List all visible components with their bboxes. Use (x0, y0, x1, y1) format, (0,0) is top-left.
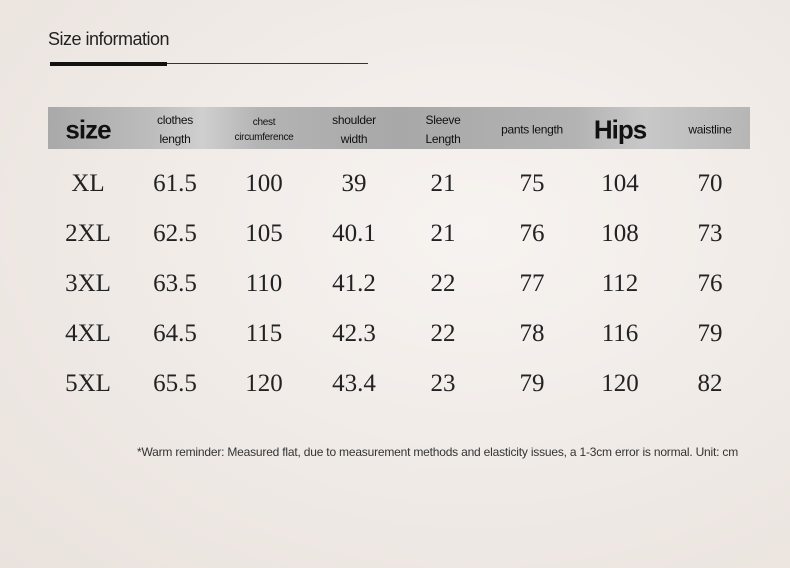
cell: 78 (519, 320, 545, 347)
cell: 112 (601, 270, 639, 297)
cell: 77 (519, 270, 545, 297)
cell: 120 (245, 370, 283, 397)
title: Size information (48, 29, 170, 49)
cell: 76 (697, 270, 723, 297)
header-cell: shoulder width (332, 113, 376, 146)
title-underline (167, 63, 368, 64)
cell: XL (71, 170, 105, 197)
cell: 65.5 (153, 370, 197, 397)
cell: 70 (697, 170, 723, 197)
cell: 3XL (65, 270, 111, 297)
header-cell: pants length (501, 122, 563, 137)
cell: 105 (245, 220, 283, 247)
cell: 79 (519, 370, 545, 397)
cell: 42.3 (332, 320, 376, 347)
cell: 104 (601, 170, 639, 197)
title-underline (50, 62, 167, 66)
cell: 76 (519, 220, 545, 247)
cell: 116 (601, 320, 639, 347)
cell: 21 (430, 170, 456, 197)
cell: 115 (245, 320, 283, 347)
cell: 108 (601, 220, 639, 247)
cell: 73 (697, 220, 723, 247)
cell: 5XL (65, 370, 111, 397)
cell: 23 (430, 370, 456, 397)
header-band (48, 107, 750, 149)
header-cell: Hips (593, 114, 647, 145)
cell: 62.5 (153, 220, 197, 247)
header-cell: chest circumference (234, 117, 294, 143)
cell: 4XL (65, 320, 111, 347)
cell: 39 (341, 170, 367, 197)
cell: 110 (245, 270, 283, 297)
cell: 79 (697, 320, 723, 347)
cell: 43.4 (332, 370, 376, 397)
cell: 21 (430, 220, 456, 247)
cell: 100 (245, 170, 283, 197)
cell: 75 (519, 170, 545, 197)
cell: 22 (430, 320, 456, 347)
cell: 64.5 (153, 320, 197, 347)
cell: 120 (601, 370, 639, 397)
header-cell: waistline (688, 122, 732, 137)
note: *Warm reminder: Measured flat, due to me… (137, 445, 738, 459)
cell: 41.2 (332, 270, 376, 297)
header-cell: size (65, 114, 111, 145)
header-cell: Sleeve Length (425, 113, 461, 146)
cell: 61.5 (153, 170, 197, 197)
cell: 22 (430, 270, 456, 297)
cell: 40.1 (332, 220, 376, 247)
cell: 63.5 (153, 270, 197, 297)
header-cell: clothes length (157, 113, 193, 146)
cell: 2XL (65, 220, 111, 247)
cell: 82 (697, 370, 723, 397)
